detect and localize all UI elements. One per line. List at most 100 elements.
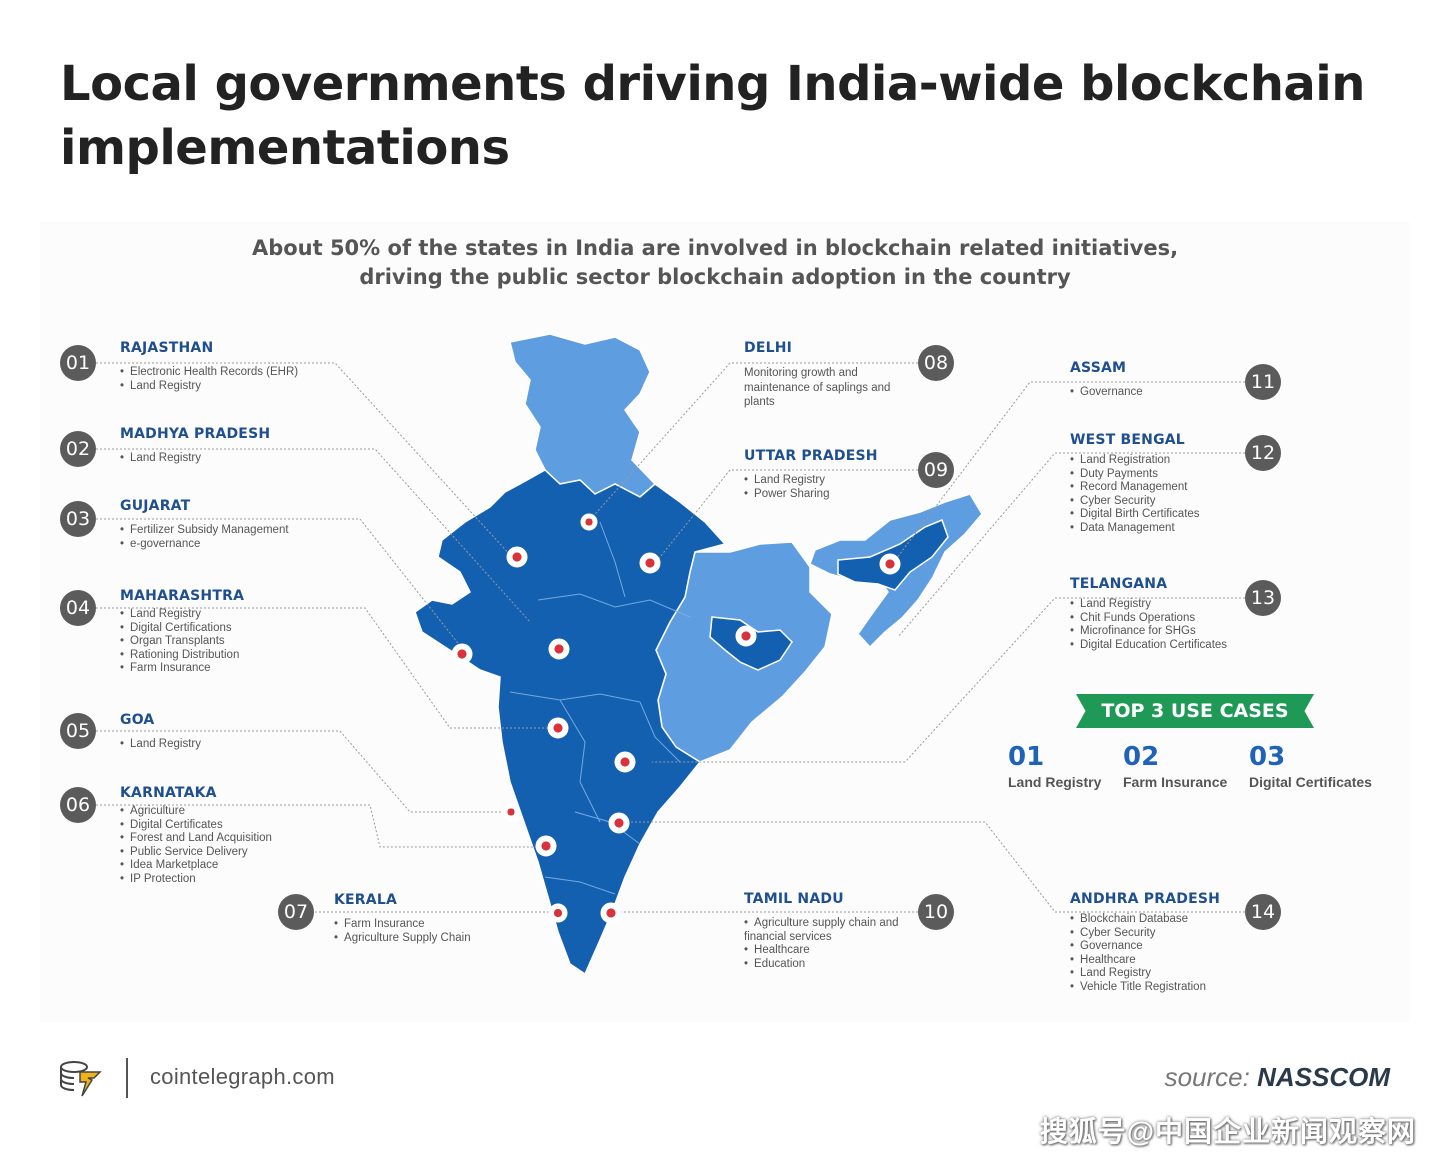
state-badge-02: 02 — [60, 431, 96, 467]
state-block-goa: GOA Land Registry — [120, 712, 370, 752]
use-case-item: Cyber Security — [1070, 927, 1320, 941]
top-3-label: Digital Certificates — [1249, 774, 1372, 790]
state-badge-03: 03 — [60, 501, 96, 537]
state-badge-04: 04 — [60, 590, 96, 626]
state-name: DELHI — [744, 340, 793, 356]
state-badge-05: 05 — [60, 713, 96, 749]
state-badge-10: 10 — [918, 894, 954, 930]
leader-line-09 — [651, 469, 918, 568]
use-case-item: Land Registry — [120, 380, 370, 394]
use-case-list: Governance — [1070, 386, 1320, 400]
state-name: GOA — [120, 712, 155, 728]
use-case-item: Data Management — [1070, 522, 1320, 536]
use-case-item: Farm Insurance — [120, 662, 370, 676]
state-block-delhi: DELHI Monitoring growth and maintenance … — [744, 340, 994, 410]
state-block-tamil-nadu: TAMIL NADU Agriculture supply chain and … — [744, 891, 914, 971]
state-block-maharashtra: MAHARASHTRA Land Registry Digital Certif… — [120, 588, 370, 676]
state-name: ASSAM — [1070, 360, 1127, 376]
use-case-list: Land Registry Digital Certifications Org… — [120, 608, 370, 676]
use-case-item: Agriculture — [120, 805, 370, 819]
india-map — [96, 333, 1245, 976]
use-case-list: Agriculture Digital Certificates Forest … — [120, 805, 370, 886]
top-3-label: Farm Insurance — [1123, 774, 1228, 790]
use-case-item: Rationing Distribution — [120, 649, 370, 663]
use-case-item: Digital Education Certificates — [1070, 639, 1320, 653]
state-name: GUJARAT — [120, 498, 191, 514]
use-case-item: Agriculture supply chain and financial s… — [744, 917, 914, 944]
use-case-item: Idea Marketplace — [120, 859, 370, 873]
top-3-number: 01 — [1008, 742, 1045, 772]
use-case-list: Land Registry Power Sharing — [744, 474, 994, 501]
map-pin-delhi — [580, 513, 598, 531]
use-case-item: Farm Insurance — [334, 918, 584, 932]
use-case-list: Electronic Health Records (EHR) Land Reg… — [120, 366, 370, 393]
state-name: RAJASTHAN — [120, 340, 214, 356]
use-case-item: Power Sharing — [744, 488, 994, 502]
use-case-item: Microfinance for SHGs — [1070, 625, 1320, 639]
map-pin-goa — [502, 803, 520, 821]
leader-line-05 — [96, 730, 510, 813]
top-3-item: 01 Land Registry — [1008, 742, 1101, 790]
use-case-item: Governance — [1070, 940, 1320, 954]
use-case-item: Forest and Land Acquisition — [120, 832, 370, 846]
use-case-list: Farm Insurance Agriculture Supply Chain — [334, 918, 584, 945]
use-case-item: Organ Transplants — [120, 635, 370, 649]
state-name: MADHYA PRADESH — [120, 426, 271, 442]
infographic: About 50% of the states in India are inv… — [40, 222, 1410, 1022]
use-case-item: Digital Birth Certificates — [1070, 508, 1320, 522]
map-pin-uttar-pradesh — [639, 552, 661, 574]
use-case-item: Blockchain Database — [1070, 913, 1320, 927]
map-pin-assam — [879, 553, 901, 575]
map-pin-gujarat — [451, 643, 473, 665]
use-case-item: Record Management — [1070, 481, 1320, 495]
use-case-item: Digital Certificates — [120, 819, 370, 833]
use-case-list: Fertilizer Subsidy Management e-governan… — [120, 524, 370, 551]
use-case-item: Digital Certifications — [120, 622, 370, 636]
state-block-karnataka: KARNATAKA Agriculture Digital Certificat… — [120, 785, 370, 886]
use-case-item: Land Registry — [744, 474, 994, 488]
use-case-item: Cyber Security — [1070, 495, 1320, 509]
use-case-list: Agriculture supply chain and financial s… — [744, 917, 914, 971]
use-case-item: IP Protection — [120, 873, 370, 887]
state-block-assam: ASSAM Governance — [1070, 360, 1320, 400]
map-pin-madhya-pradesh — [548, 638, 570, 660]
leader-line-11 — [889, 381, 1245, 568]
use-case-item: Land Registry — [120, 608, 370, 622]
footer-divider — [126, 1058, 128, 1098]
top-3-item: 02 Farm Insurance — [1123, 742, 1227, 790]
state-block-uttar-pradesh: UTTAR PRADESH Land Registry Power Sharin… — [744, 448, 994, 501]
top-3-number: 03 — [1249, 742, 1286, 772]
state-name: ANDHRA PRADESH — [1070, 891, 1221, 907]
state-name: TELANGANA — [1070, 576, 1168, 592]
use-case-item: Vehicle Title Registration — [1070, 981, 1320, 995]
use-case-item: Governance — [1070, 386, 1320, 400]
use-case-item: Agriculture Supply Chain — [334, 932, 584, 946]
use-case-list: Land Registry Chit Funds Operations Micr… — [1070, 598, 1320, 652]
use-case-item: Land Registry — [1070, 598, 1320, 612]
state-badge-01: 01 — [60, 345, 96, 381]
use-case-item: Fertilizer Subsidy Management — [120, 524, 370, 538]
leader-line-12 — [897, 452, 1245, 638]
leader-line-03 — [96, 518, 466, 653]
use-case-item: Land Registry — [1070, 967, 1320, 981]
use-case-item: e-governance — [120, 538, 370, 552]
state-badge-08: 08 — [918, 345, 954, 381]
state-badge-07: 07 — [278, 894, 314, 930]
state-badge-06: 06 — [60, 787, 96, 823]
use-case-item: Land Registry — [120, 452, 370, 466]
use-case-item: Healthcare — [744, 944, 914, 958]
source-prefix: source: — [1164, 1062, 1250, 1092]
map-region-north — [509, 333, 657, 498]
map-pin-andhra-pradesh — [608, 812, 630, 834]
leader-line-13 — [652, 597, 1245, 763]
leader-line-08 — [587, 362, 918, 523]
map-pin-west-bengal — [735, 625, 757, 647]
use-case-item: Electronic Health Records (EHR) — [120, 366, 370, 380]
map-pin-maharashtra — [547, 717, 569, 739]
state-block-andhra-pradesh: ANDHRA PRADESH Blockchain Database Cyber… — [1070, 891, 1320, 994]
map-pin-telangana — [614, 751, 636, 773]
source-credit: source: NASSCOM — [1165, 1062, 1390, 1093]
state-block-kerala: KERALA Farm Insurance Agriculture Supply… — [334, 892, 584, 945]
use-case-item: Duty Payments — [1070, 468, 1320, 482]
state-block-madhya-pradesh: MADHYA PRADESH Land Registry — [120, 426, 370, 466]
